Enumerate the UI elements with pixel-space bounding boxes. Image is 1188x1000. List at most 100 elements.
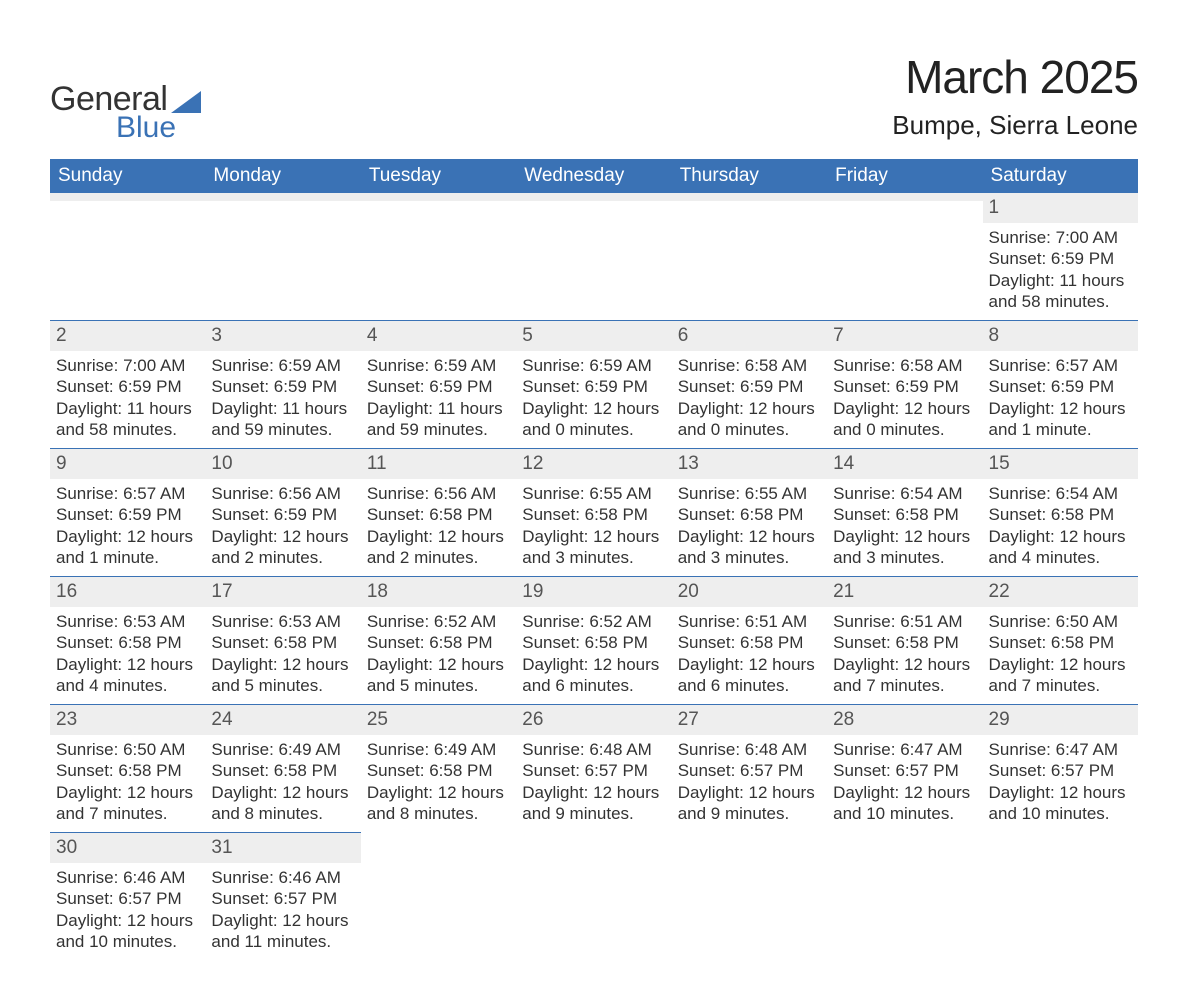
calendar-cell: 10Sunrise: 6:56 AMSunset: 6:59 PMDayligh… (205, 449, 360, 577)
day-number: 11 (361, 449, 516, 479)
calendar-body: 1Sunrise: 7:00 AMSunset: 6:59 PMDaylight… (50, 193, 1138, 960)
day-sunrise: Sunrise: 6:47 AM (989, 739, 1132, 760)
day-daylight1: Daylight: 12 hours (211, 526, 354, 547)
calendar-cell (516, 193, 671, 321)
day-sunset: Sunset: 6:58 PM (211, 632, 354, 653)
day-daylight2: and 59 minutes. (367, 419, 510, 440)
calendar-week-row: 1Sunrise: 7:00 AMSunset: 6:59 PMDaylight… (50, 193, 1138, 321)
day-body: Sunrise: 7:00 AMSunset: 6:59 PMDaylight:… (983, 223, 1138, 320)
day-sunset: Sunset: 6:57 PM (678, 760, 821, 781)
day-sunset: Sunset: 6:58 PM (678, 504, 821, 525)
day-daylight2: and 9 minutes. (678, 803, 821, 824)
day-sunrise: Sunrise: 6:54 AM (989, 483, 1132, 504)
calendar-cell: 28Sunrise: 6:47 AMSunset: 6:57 PMDayligh… (827, 705, 982, 833)
day-daylight2: and 10 minutes. (989, 803, 1132, 824)
day-body: Sunrise: 6:47 AMSunset: 6:57 PMDaylight:… (983, 735, 1138, 832)
day-sunset: Sunset: 6:59 PM (833, 376, 976, 397)
calendar-cell: 25Sunrise: 6:49 AMSunset: 6:58 PMDayligh… (361, 705, 516, 833)
day-number (827, 193, 982, 201)
day-daylight1: Daylight: 12 hours (678, 654, 821, 675)
day-number: 6 (672, 321, 827, 351)
dayhdr-saturday: Saturday (983, 159, 1138, 193)
day-daylight2: and 7 minutes. (989, 675, 1132, 696)
day-daylight1: Daylight: 12 hours (678, 398, 821, 419)
day-sunrise: Sunrise: 6:52 AM (522, 611, 665, 632)
day-body: Sunrise: 6:51 AMSunset: 6:58 PMDaylight:… (827, 607, 982, 704)
day-body: Sunrise: 6:59 AMSunset: 6:59 PMDaylight:… (516, 351, 671, 448)
day-sunrise: Sunrise: 6:50 AM (989, 611, 1132, 632)
day-body: Sunrise: 6:49 AMSunset: 6:58 PMDaylight:… (205, 735, 360, 832)
day-daylight2: and 1 minute. (989, 419, 1132, 440)
day-sunrise: Sunrise: 6:58 AM (833, 355, 976, 376)
day-body: Sunrise: 6:53 AMSunset: 6:58 PMDaylight:… (50, 607, 205, 704)
day-number: 5 (516, 321, 671, 351)
calendar-week-row: 9Sunrise: 6:57 AMSunset: 6:59 PMDaylight… (50, 449, 1138, 577)
day-body: Sunrise: 6:59 AMSunset: 6:59 PMDaylight:… (361, 351, 516, 448)
day-daylight1: Daylight: 12 hours (833, 526, 976, 547)
page-header: General Blue March 2025 Bumpe, Sierra Le… (50, 50, 1138, 145)
calendar-cell (672, 833, 827, 961)
day-number: 31 (205, 833, 360, 863)
calendar-cell: 5Sunrise: 6:59 AMSunset: 6:59 PMDaylight… (516, 321, 671, 449)
day-sunset: Sunset: 6:59 PM (989, 376, 1132, 397)
day-daylight1: Daylight: 12 hours (367, 526, 510, 547)
day-sunset: Sunset: 6:58 PM (367, 504, 510, 525)
day-sunrise: Sunrise: 7:00 AM (989, 227, 1132, 248)
day-number (672, 193, 827, 201)
day-sunrise: Sunrise: 6:57 AM (989, 355, 1132, 376)
dayhdr-monday: Monday (205, 159, 360, 193)
dayhdr-sunday: Sunday (50, 159, 205, 193)
calendar-cell: 31Sunrise: 6:46 AMSunset: 6:57 PMDayligh… (205, 833, 360, 961)
day-sunrise: Sunrise: 7:00 AM (56, 355, 199, 376)
day-sunrise: Sunrise: 6:50 AM (56, 739, 199, 760)
calendar-cell (827, 193, 982, 321)
month-title: March 2025 (892, 50, 1138, 104)
day-sunrise: Sunrise: 6:59 AM (522, 355, 665, 376)
calendar-cell (361, 193, 516, 321)
day-number: 15 (983, 449, 1138, 479)
day-body: Sunrise: 6:53 AMSunset: 6:58 PMDaylight:… (205, 607, 360, 704)
day-sunset: Sunset: 6:58 PM (367, 760, 510, 781)
calendar-cell (983, 833, 1138, 961)
day-daylight1: Daylight: 12 hours (367, 654, 510, 675)
day-number: 1 (983, 193, 1138, 223)
day-number: 24 (205, 705, 360, 735)
day-daylight1: Daylight: 12 hours (211, 654, 354, 675)
calendar-cell: 16Sunrise: 6:53 AMSunset: 6:58 PMDayligh… (50, 577, 205, 705)
day-body: Sunrise: 6:50 AMSunset: 6:58 PMDaylight:… (983, 607, 1138, 704)
day-sunrise: Sunrise: 6:54 AM (833, 483, 976, 504)
day-daylight1: Daylight: 12 hours (56, 782, 199, 803)
day-body: Sunrise: 6:54 AMSunset: 6:58 PMDaylight:… (827, 479, 982, 576)
day-sunset: Sunset: 6:57 PM (522, 760, 665, 781)
day-body-empty (827, 201, 982, 298)
day-body: Sunrise: 6:56 AMSunset: 6:59 PMDaylight:… (205, 479, 360, 576)
day-daylight2: and 6 minutes. (522, 675, 665, 696)
day-body: Sunrise: 6:54 AMSunset: 6:58 PMDaylight:… (983, 479, 1138, 576)
day-body: Sunrise: 6:59 AMSunset: 6:59 PMDaylight:… (205, 351, 360, 448)
title-block: March 2025 Bumpe, Sierra Leone (892, 50, 1138, 141)
day-daylight1: Daylight: 12 hours (989, 782, 1132, 803)
day-daylight1: Daylight: 11 hours (989, 270, 1132, 291)
day-daylight1: Daylight: 12 hours (211, 782, 354, 803)
calendar-cell: 9Sunrise: 6:57 AMSunset: 6:59 PMDaylight… (50, 449, 205, 577)
day-sunset: Sunset: 6:58 PM (211, 760, 354, 781)
calendar-cell (361, 833, 516, 961)
day-daylight1: Daylight: 12 hours (678, 526, 821, 547)
day-daylight1: Daylight: 12 hours (367, 782, 510, 803)
day-sunrise: Sunrise: 6:58 AM (678, 355, 821, 376)
day-number: 28 (827, 705, 982, 735)
day-number: 4 (361, 321, 516, 351)
day-daylight2: and 1 minute. (56, 547, 199, 568)
day-number: 19 (516, 577, 671, 607)
day-body: Sunrise: 6:58 AMSunset: 6:59 PMDaylight:… (827, 351, 982, 448)
calendar-cell: 26Sunrise: 6:48 AMSunset: 6:57 PMDayligh… (516, 705, 671, 833)
day-sunrise: Sunrise: 6:53 AM (211, 611, 354, 632)
calendar-cell: 23Sunrise: 6:50 AMSunset: 6:58 PMDayligh… (50, 705, 205, 833)
day-daylight2: and 4 minutes. (56, 675, 199, 696)
day-sunrise: Sunrise: 6:48 AM (522, 739, 665, 760)
day-daylight1: Daylight: 12 hours (989, 654, 1132, 675)
day-daylight1: Daylight: 12 hours (56, 910, 199, 931)
day-body: Sunrise: 6:52 AMSunset: 6:58 PMDaylight:… (361, 607, 516, 704)
day-sunrise: Sunrise: 6:46 AM (211, 867, 354, 888)
day-daylight2: and 3 minutes. (522, 547, 665, 568)
